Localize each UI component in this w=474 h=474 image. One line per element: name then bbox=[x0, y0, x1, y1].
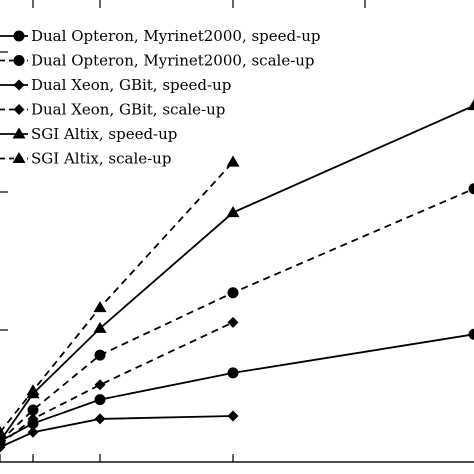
series-4-point-2 bbox=[93, 321, 107, 333]
series-line-4 bbox=[0, 104, 474, 442]
legend-marker-5 bbox=[12, 152, 26, 164]
series-5-point-3 bbox=[226, 155, 240, 167]
series-0-point-4 bbox=[468, 328, 474, 340]
series-2-point-2 bbox=[94, 413, 106, 425]
series-0-point-3 bbox=[227, 367, 239, 379]
legend-marker-2 bbox=[13, 79, 25, 91]
legend-label-2: Dual Xeon, GBit, speed-up bbox=[31, 76, 231, 94]
series-5-point-0 bbox=[0, 425, 7, 437]
axes bbox=[0, 0, 474, 463]
legend-marker-1 bbox=[13, 55, 25, 66]
series-4-point-4 bbox=[467, 99, 474, 111]
legend-label-3: Dual Xeon, GBit, scale-up bbox=[31, 101, 225, 119]
series-1-point-2 bbox=[94, 349, 106, 361]
series-5-point-2 bbox=[93, 301, 107, 313]
series-2-point-1 bbox=[27, 426, 39, 438]
legend-marker-0 bbox=[13, 30, 25, 42]
series-1-point-1 bbox=[27, 404, 39, 416]
series-0-point-2 bbox=[94, 394, 106, 406]
series-5-point-1 bbox=[26, 384, 40, 396]
series-3-point-3 bbox=[227, 316, 239, 328]
series-4-point-3 bbox=[226, 206, 240, 218]
legend-marker-4 bbox=[12, 127, 26, 139]
series-5 bbox=[0, 155, 240, 437]
legend-label-0: Dual Opteron, Myrinet2000, speed-up bbox=[31, 27, 320, 45]
series-4-point-0 bbox=[0, 434, 7, 446]
series-line-5 bbox=[0, 161, 234, 433]
plot-frame bbox=[0, 461, 474, 463]
series-1-point-4 bbox=[468, 183, 474, 195]
series-0 bbox=[0, 328, 474, 447]
legend-label-4: SGI Altix, speed-up bbox=[31, 125, 177, 143]
series-2-point-3 bbox=[227, 410, 239, 422]
legend-label-1: Dual Opteron, Myrinet2000, scale-up bbox=[31, 52, 315, 70]
legend: Dual Opteron, Myrinet2000, speed-up Dual … bbox=[0, 27, 320, 168]
legend-label-5: SGI Altix, scale-up bbox=[31, 150, 171, 168]
series-1 bbox=[0, 183, 474, 447]
series-layer bbox=[0, 99, 474, 453]
series-1-point-3 bbox=[227, 287, 239, 299]
series-3-point-1 bbox=[27, 413, 39, 425]
series-line-2 bbox=[0, 415, 234, 448]
legend-marker-3 bbox=[13, 104, 25, 115]
series-3-point-2 bbox=[94, 379, 106, 391]
series-line-1 bbox=[0, 187, 474, 442]
